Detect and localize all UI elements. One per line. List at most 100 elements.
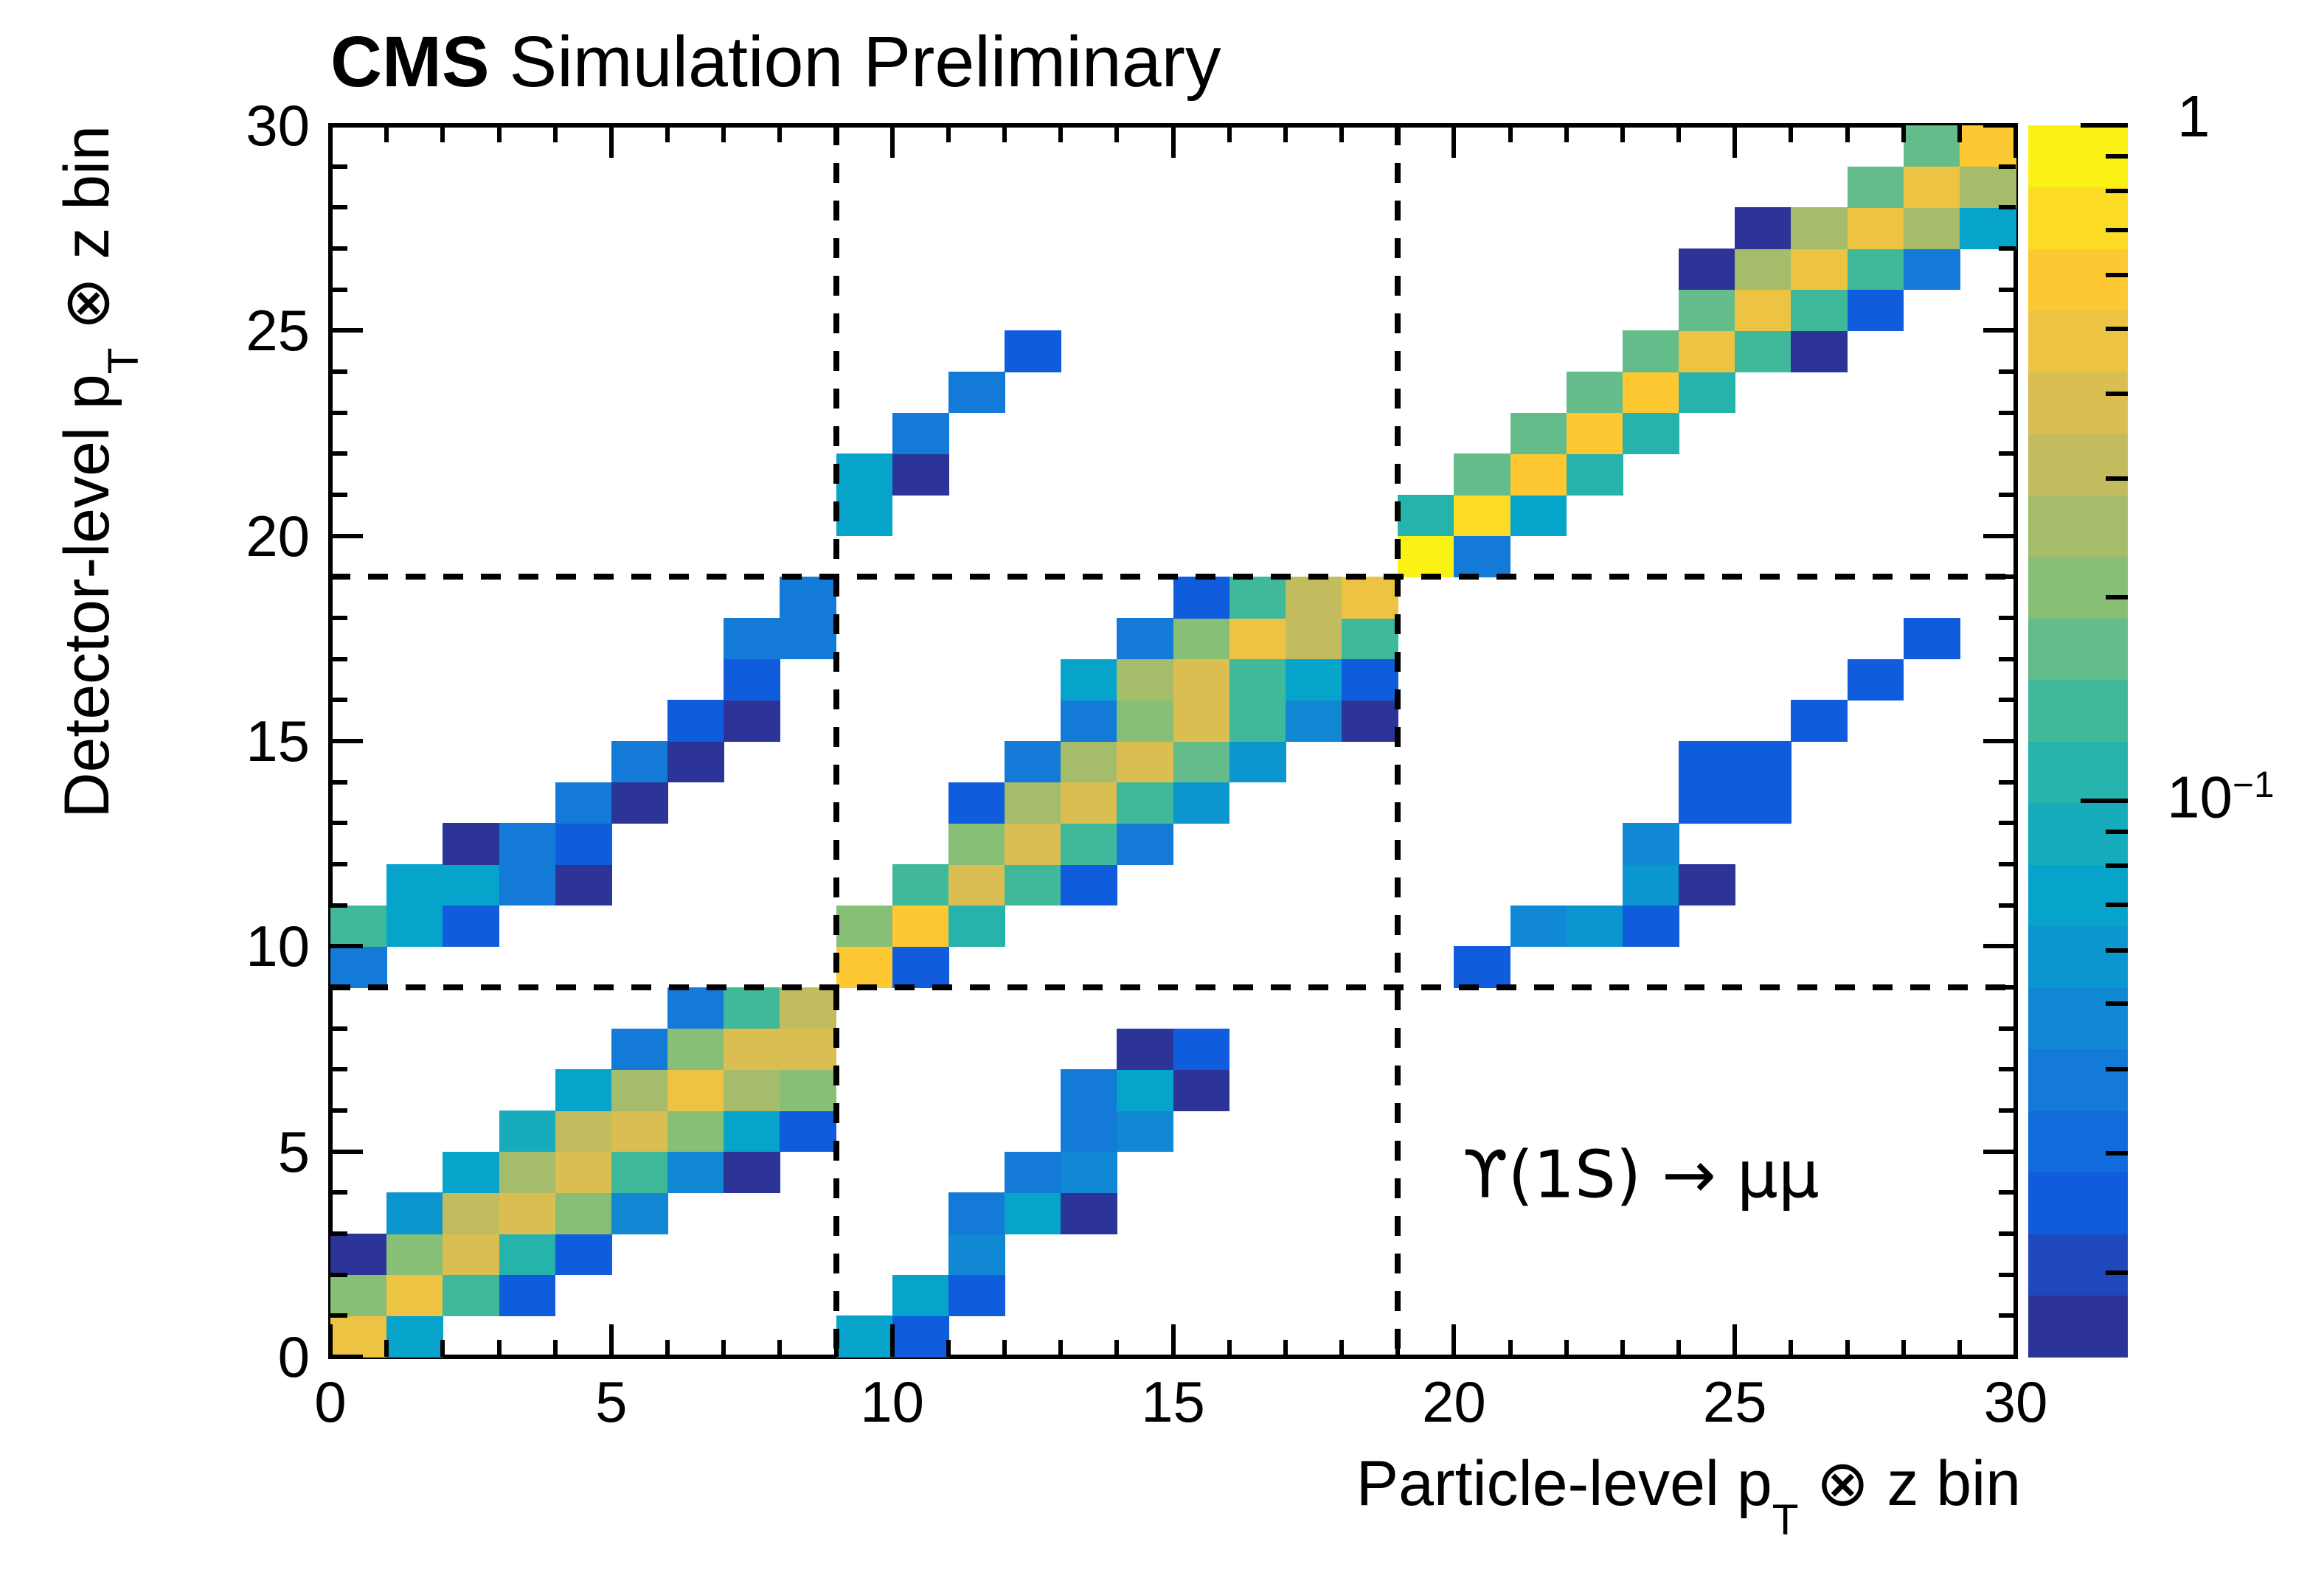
axis-tick (1845, 1340, 1850, 1357)
heatmap-cell (555, 782, 612, 824)
heatmap-cell (948, 372, 1005, 414)
axis-tick (1283, 125, 1288, 142)
colorbar-tick (2106, 326, 2128, 331)
axis-tick (330, 123, 363, 128)
heatmap-cell (386, 1274, 444, 1317)
colorbar-tick (2106, 273, 2128, 278)
axis-tick (1999, 369, 2016, 374)
heatmap-cell (667, 1151, 724, 1194)
axis-tick (1999, 1313, 2016, 1318)
vertical-dashed-line (1395, 125, 1401, 1357)
heatmap-cell (780, 1069, 837, 1111)
heatmap-cell (1117, 1069, 1174, 1111)
axis-tick (777, 125, 783, 142)
heatmap-cell (1342, 700, 1398, 742)
axis-tick (1451, 1324, 1457, 1357)
axis-tick (552, 125, 558, 142)
axis-tick (1999, 616, 2016, 620)
heatmap-cell (836, 495, 893, 537)
horizontal-dashed-line (330, 574, 2016, 580)
heatmap-cell (1061, 741, 1118, 783)
heatmap-cell (1903, 166, 1960, 209)
colorbar-tick (2081, 123, 2128, 128)
axis-tick (496, 125, 502, 142)
axis-tick (1170, 1324, 1176, 1357)
axis-tick (1999, 451, 2016, 456)
axis-tick (1957, 125, 1962, 142)
axis-tick (330, 1026, 347, 1031)
heatmap-cell (1679, 864, 1735, 906)
y-tick-label: 5 (277, 1119, 310, 1184)
heatmap-cell (1229, 741, 1286, 783)
heatmap-cell (555, 823, 612, 865)
x-tick-label: 10 (860, 1369, 925, 1434)
heatmap-cell (1735, 207, 1792, 249)
heatmap-cell (1903, 125, 1960, 167)
colorbar-band (2028, 618, 2128, 681)
colorbar-tick (2106, 594, 2128, 599)
colorbar-band (2028, 987, 2128, 1050)
heatmap-cell (1061, 782, 1118, 824)
colorbar-label-exponent: −1 (2232, 763, 2275, 805)
heatmap-cell (780, 1110, 837, 1153)
y-tick-label: 10 (246, 914, 310, 979)
axis-tick (1999, 1026, 2016, 1031)
heatmap-cell (1285, 700, 1342, 742)
axis-tick (330, 821, 347, 826)
axis-tick (1999, 698, 2016, 703)
axis-tick (1508, 1340, 1513, 1357)
heatmap-cell (948, 905, 1005, 948)
heatmap-cell (1005, 823, 1061, 865)
axis-tick (330, 328, 363, 333)
heatmap-cell (1903, 618, 1960, 660)
heatmap-cell (1229, 658, 1286, 701)
heatmap-cell (1342, 618, 1398, 660)
heatmap-cell (1735, 289, 1792, 332)
axis-tick (330, 1108, 347, 1113)
heatmap-cell (667, 987, 724, 1029)
y-tick-label: 15 (246, 709, 310, 774)
axis-tick (665, 1340, 670, 1357)
axis-tick (552, 1340, 558, 1357)
colorbar-tick (2106, 153, 2128, 159)
heatmap-cell (1061, 1069, 1118, 1111)
axis-tick (1002, 1340, 1007, 1357)
heatmap-cell (948, 1192, 1005, 1234)
y-tick-label: 25 (246, 298, 310, 364)
axis-tick (330, 1313, 347, 1318)
heatmap-cell (1285, 658, 1342, 701)
heatmap-cell (1398, 535, 1455, 578)
axis-tick (1999, 493, 2016, 497)
heatmap-cell (443, 1234, 500, 1276)
axis-tick (1227, 125, 1232, 142)
heatmap-cell (667, 1028, 724, 1071)
heatmap-cell (948, 823, 1005, 865)
heatmap-cell (1229, 577, 1286, 619)
colorbar-band (2028, 1234, 2128, 1296)
heatmap-cell (724, 987, 781, 1029)
heatmap-cell (1117, 741, 1174, 783)
axis-tick (608, 1324, 614, 1357)
heatmap-cell (948, 1274, 1005, 1317)
heatmap-cell (1566, 372, 1623, 414)
heatmap-cell (724, 700, 781, 742)
axis-tick (1999, 1067, 2016, 1072)
colorbar-band (2028, 925, 2128, 988)
colorbar-band (2028, 1295, 2128, 1358)
heatmap-cell (1735, 330, 1792, 372)
axis-tick (946, 125, 951, 142)
heatmap-cell (892, 1274, 949, 1317)
heatmap-cell (1173, 658, 1230, 701)
heatmap-cell (1791, 248, 1848, 291)
heatmap-cell (1005, 1192, 1061, 1234)
axis-tick (330, 451, 347, 456)
colorbar-tick (2106, 1270, 2128, 1275)
colorbar-band (2028, 1110, 2128, 1173)
heatmap-cell (611, 1192, 668, 1234)
axis-tick (1999, 862, 2016, 866)
heatmap-cell (1791, 207, 1848, 249)
heatmap-cell (724, 1028, 781, 1071)
axis-tick (1170, 125, 1176, 158)
heatmap-cell (330, 1234, 387, 1276)
